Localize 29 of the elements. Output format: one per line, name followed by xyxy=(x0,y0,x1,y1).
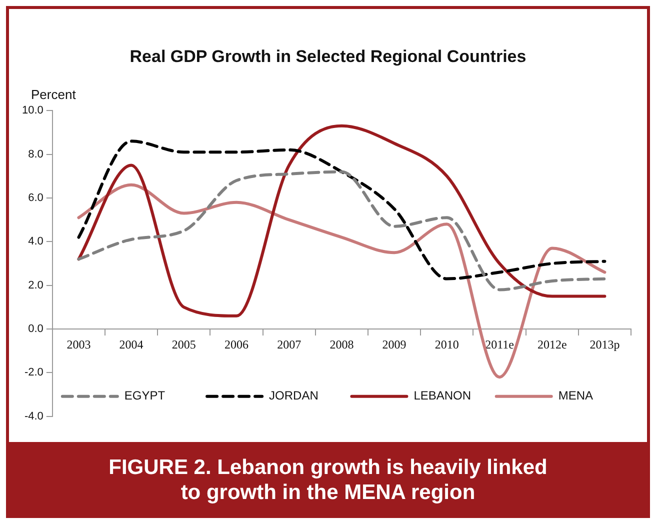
y-tick-label: 4.0 xyxy=(28,236,44,248)
x-tick-label: 2013p xyxy=(590,337,620,352)
legend-label: JORDAN xyxy=(269,388,318,403)
y-tick-label: 6.0 xyxy=(28,192,44,204)
x-tick-label: 2003 xyxy=(66,337,91,352)
caption: FIGURE 2. Lebanon growth is heavily linked to growth in the MENA region xyxy=(108,455,548,505)
line-series xyxy=(77,170,606,292)
line-series xyxy=(77,124,606,318)
x-tick-label: 2005 xyxy=(172,337,196,352)
x-tick-label: 2009 xyxy=(382,337,406,352)
x-tick-label: 2008 xyxy=(330,337,354,352)
x-tick-label: 2011e xyxy=(485,337,514,352)
x-tick-label: 2010 xyxy=(434,337,459,352)
legend-label: MENA xyxy=(558,388,594,403)
y-tick-label: -2.0 xyxy=(24,366,44,379)
y-tick-label: 10.0 xyxy=(22,104,44,117)
chart-title: Real GDP Growth in Selected Regional Countries xyxy=(128,47,528,67)
line-series xyxy=(77,140,606,280)
x-tick-label: 2012e xyxy=(537,337,567,352)
x-tick-label: 2004 xyxy=(119,337,144,352)
x-tick-label: 2006 xyxy=(224,337,249,352)
y-tick-label: 8.0 xyxy=(28,148,44,160)
legend-label: EGYPT xyxy=(124,388,166,403)
y-tick-label: -4.0 xyxy=(24,410,44,422)
y-axis-title: Percent xyxy=(31,87,76,102)
legend-label: LEBANON xyxy=(414,388,472,403)
x-tick-label: 2007 xyxy=(277,337,302,352)
y-tick-label: 2.0 xyxy=(28,279,44,292)
y-tick-label: 0.0 xyxy=(28,323,44,336)
